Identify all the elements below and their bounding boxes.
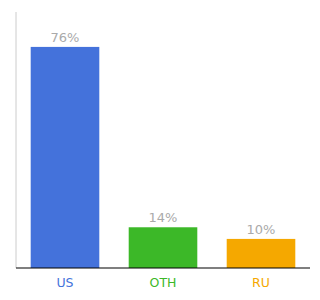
x-tick-label: RU	[252, 275, 270, 290]
data-label: 14%	[149, 210, 178, 225]
data-label: 10%	[247, 222, 276, 237]
bar	[31, 47, 100, 268]
y-axis-line	[16, 12, 17, 268]
x-axis-line	[16, 267, 310, 268]
data-label: 76%	[51, 30, 80, 45]
bar	[227, 239, 296, 268]
bars	[31, 47, 296, 268]
chart: 76% 14% 10% US OTH RU	[0, 0, 320, 300]
chart-container: 76% 14% 10% US OTH RU	[0, 0, 320, 300]
x-tick-label: OTH	[150, 275, 177, 290]
x-tick-label: US	[56, 275, 73, 290]
bar	[129, 227, 198, 268]
